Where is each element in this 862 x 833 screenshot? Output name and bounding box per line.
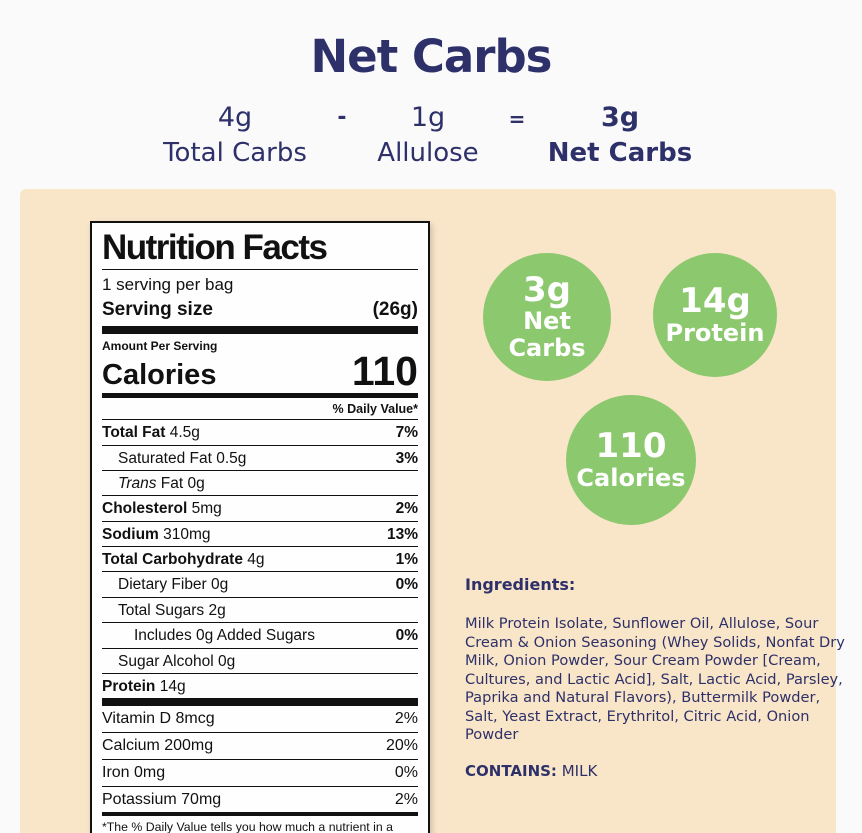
badge-net-carbs-line1: Net [523, 307, 571, 336]
allulose-value: 1g [410, 102, 446, 133]
daily-value: 7% [395, 424, 418, 442]
nutrient-row-total-sugars: Total Sugars 2g [102, 598, 418, 624]
calories-label: Calories [102, 358, 217, 391]
daily-value: 1% [395, 551, 418, 568]
serving-size-label: Serving size [102, 298, 213, 320]
badge-protein-value: 14g [679, 280, 751, 321]
calories-value: 110 [351, 348, 418, 395]
ingredients-heading: Ingredients: [465, 575, 576, 594]
badge-calories: 110 Calories [566, 395, 696, 525]
nutrient-row-total-fat: Total Fat 4.5g 7% [102, 420, 418, 446]
nutrition-facts-title: Nutrition Facts [102, 229, 418, 270]
divider-bar [102, 326, 418, 335]
nutrient-row-saturated-fat: Saturated Fat 0.5g 3% [102, 446, 418, 471]
equation-total-carbs-term: 4g Total Carbs [150, 100, 320, 170]
daily-value: 2% [394, 710, 418, 728]
badge-calories-label: Calories [576, 463, 686, 492]
divider-bar [102, 812, 418, 817]
vitamin-row-iron: Iron 0mg 0% [102, 760, 418, 787]
calories-row: Calories 110 [102, 348, 418, 395]
divider-bar [102, 393, 418, 399]
nutrient-row-cholesterol: Cholesterol 5mg 2% [102, 496, 418, 522]
daily-value: 2% [394, 790, 418, 808]
daily-value-header: % Daily Value* [102, 398, 418, 421]
peach-panel: Nutrition Facts 1 serving per bag Servin… [20, 189, 845, 833]
badge-net-carbs: 3g Net Carbs [483, 253, 611, 381]
nutrient-row-sugar-alcohol: Sugar Alcohol 0g [102, 649, 418, 674]
page-title: Net Carbs [310, 30, 553, 83]
contains-label: CONTAINS: [465, 761, 557, 780]
serving-size-row: Serving size (26g) [102, 297, 418, 327]
daily-value: 13% [386, 525, 418, 543]
badge-protein-label: Protein [665, 318, 765, 347]
badge-net-carbs-value: 3g [523, 269, 571, 310]
badge-net-carbs-line2: Carbs [508, 333, 586, 362]
nutrition-facts-label: Nutrition Facts 1 serving per bag Servin… [90, 221, 430, 833]
badge-protein: 14g Protein [653, 253, 777, 377]
daily-value: 0% [394, 763, 418, 781]
amount-per-serving-label: Amount Per Serving [102, 339, 218, 354]
daily-value: 0% [395, 627, 418, 645]
daily-value: 0% [395, 576, 418, 594]
net-carbs-equation: 4g Total Carbs - 1g Allulose = 3g Net Ca… [150, 100, 710, 170]
minus-operator: - [337, 105, 347, 130]
vitamin-row-vitamin-d: Vitamin D 8mcg 2% [102, 706, 418, 734]
vitamin-row-potassium: Potassium 70mg 2% [102, 787, 418, 813]
servings-per-container: 1 serving per bag [102, 274, 234, 294]
nutrient-row-trans-fat: Trans Fat 0g [102, 471, 418, 497]
badge-calories-value: 110 [595, 425, 667, 466]
nutrient-row-sodium: Sodium 310mg 13% [102, 522, 418, 547]
ingredients-section: Ingredients: Milk Protein Isolate, Sunfl… [465, 575, 857, 780]
divider-bar [102, 698, 418, 707]
net-carbs-value: 3g [600, 102, 640, 133]
total-carbs-label: Total Carbs [163, 138, 307, 168]
serving-size-value: (26g) [372, 298, 418, 320]
vitamin-row-calcium: Calcium 200mg 20% [102, 733, 418, 760]
nutrient-row-protein: Protein 14g [102, 677, 186, 695]
contains-value: MILK [561, 761, 598, 780]
daily-value: 2% [395, 500, 418, 518]
equation-allulose-term: 1g Allulose [364, 100, 492, 170]
ingredients-text: Milk Protein Isolate, Sunflower Oil, All… [465, 615, 845, 744]
nutrient-row-total-carbohydrate: Total Carbohydrate 4g 1% [102, 547, 418, 573]
daily-value-footnote: *The % Daily Value tells you how much a … [102, 820, 393, 833]
equation-net-carbs-term: 3g Net Carbs [542, 100, 698, 170]
daily-value: 20% [385, 737, 418, 755]
equals-operator: = [508, 107, 526, 131]
daily-value: 3% [395, 449, 418, 467]
nutrient-row-dietary-fiber: Dietary Fiber 0g 0% [102, 572, 418, 598]
nutrient-row-added-sugars: Includes 0g Added Sugars 0% [102, 623, 418, 649]
allulose-label: Allulose [377, 138, 479, 168]
net-carbs-label: Net Carbs [547, 138, 693, 168]
total-carbs-value: 4g [217, 102, 253, 133]
contains-statement: CONTAINS: MILK [465, 762, 857, 780]
